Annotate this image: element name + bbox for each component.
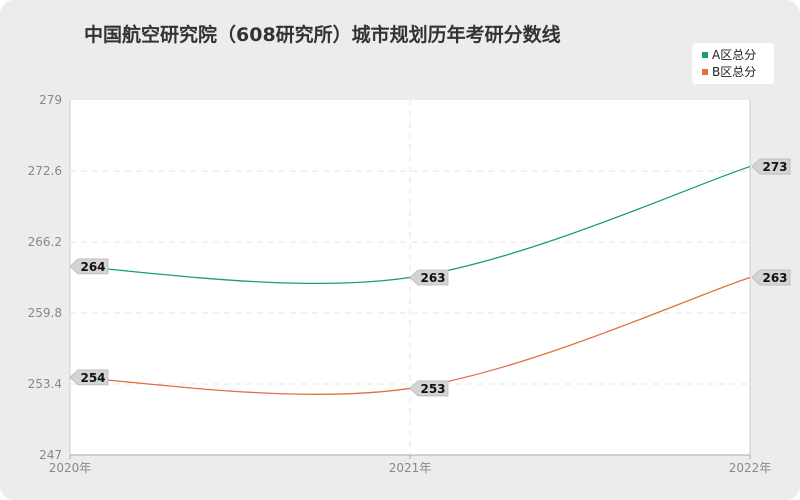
data-label-bg	[751, 269, 791, 286]
y-tick-label: 272.6	[28, 164, 62, 178]
data-label-bg	[409, 380, 449, 397]
y-tick-label: 266.2	[28, 235, 62, 249]
x-tick-label: 2020年	[49, 461, 92, 475]
data-label-bg	[69, 369, 109, 386]
legend-item-b[interactable]: B区总分	[702, 64, 756, 80]
x-tick-label: 2021年	[389, 461, 432, 475]
data-label: 263	[762, 271, 787, 285]
data-label: 263	[420, 271, 445, 285]
y-tick-label: 247	[39, 448, 62, 462]
legend-swatch-b	[702, 68, 708, 75]
data-label-bg	[409, 269, 449, 286]
legend-swatch-a	[702, 51, 708, 58]
y-tick-label: 253.4	[28, 377, 62, 391]
chart-title: 中国航空研究院（608研究所）城市规划历年考研分数线	[84, 24, 561, 46]
y-tick-label: 279	[39, 93, 62, 107]
data-label-bg	[69, 258, 109, 275]
data-label: 264	[80, 260, 105, 274]
data-label-bg	[751, 158, 791, 175]
x-tick-label: 2022年	[729, 461, 772, 475]
legend-item-a[interactable]: A区总分	[702, 47, 756, 63]
legend-label-a: A区总分	[712, 48, 757, 62]
chart-legend: A区总分 B区总分	[692, 43, 774, 84]
data-label: 254	[80, 371, 105, 385]
y-tick-label: 259.8	[28, 306, 62, 320]
data-label: 273	[762, 160, 787, 174]
data-label: 253	[420, 382, 445, 396]
legend-label-b: B区总分	[712, 65, 757, 79]
